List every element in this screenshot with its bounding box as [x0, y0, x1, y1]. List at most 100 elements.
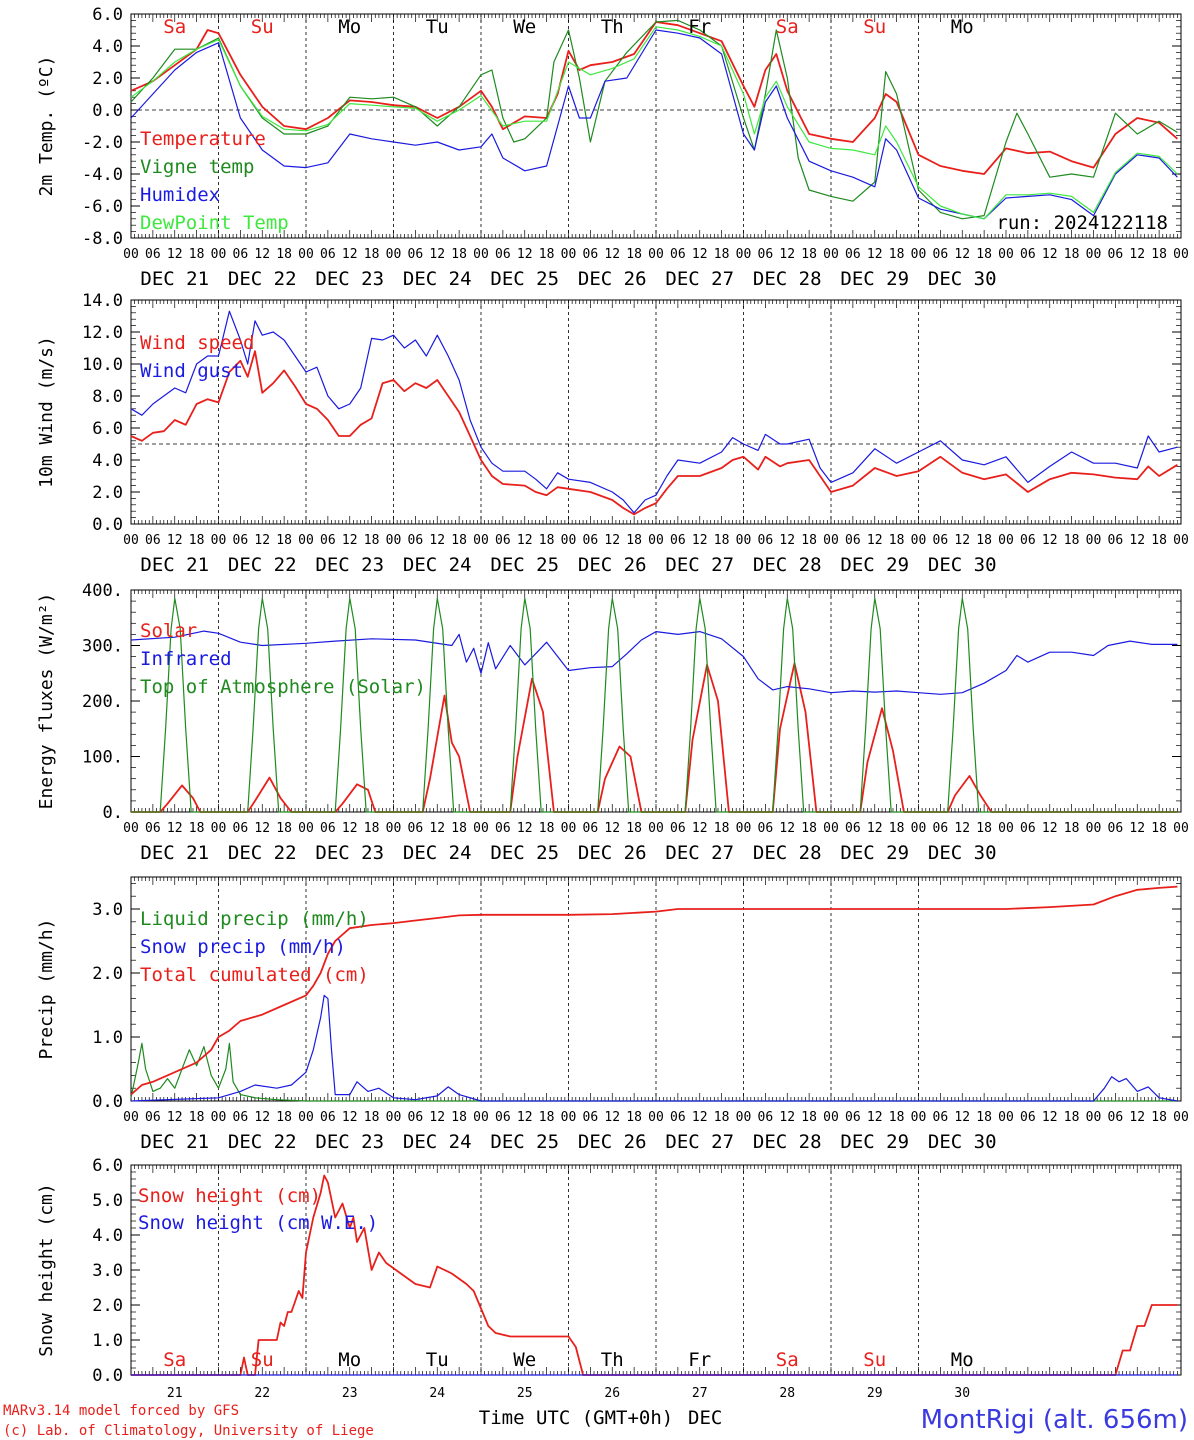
panel-1: -8.0 -6.0 -4.0 -2.0 0.0 2.0 4.0 6.0 2m Temp. (ºC…: [36, 5, 1189, 290]
weekday-label-top: Sa: [163, 16, 186, 38]
weekday-label-top: Su: [863, 16, 886, 38]
day-number-label: 26: [604, 1386, 620, 1401]
hour-tick-label: 06: [758, 247, 774, 262]
y-tick-label: 200.: [82, 692, 123, 712]
hour-tick-label: 06: [1108, 1110, 1124, 1125]
series-line-liquid-precip-mm-h-: [130, 1042, 1178, 1102]
hour-tick-label: 00: [1086, 533, 1102, 548]
hour-tick-label: 00: [736, 247, 752, 262]
hour-tick-label: 12: [604, 1110, 620, 1125]
x-axis-label: Time UTC (GMT+0h): [479, 1407, 673, 1429]
weekday-label-top: Th: [601, 16, 624, 38]
day-number-label: 30: [954, 1386, 970, 1401]
legend-entry: Infrared: [140, 648, 232, 670]
hour-tick-label: 18: [451, 247, 467, 262]
hour-tick-label: 18: [626, 247, 642, 262]
hour-tick-label: 12: [429, 821, 445, 836]
legend-entry: Total cumulated (cm): [140, 964, 369, 986]
hour-tick-label: 12: [167, 1110, 183, 1125]
hour-tick-label: 00: [123, 821, 139, 836]
hour-tick-label: 00: [823, 1110, 839, 1125]
day-label: DEC 24: [403, 554, 472, 576]
footer-model: MARv3.14 model forced by GFS: [3, 1403, 239, 1419]
y-tick-label: 0.0: [92, 1366, 123, 1386]
day-label: DEC 28: [753, 842, 822, 864]
day-label: DEC 25: [490, 1131, 559, 1153]
day-label: DEC 29: [840, 1131, 909, 1153]
hour-tick-label: 06: [758, 821, 774, 836]
day-label: DEC 27: [665, 1131, 734, 1153]
day-label: DEC 23: [315, 554, 384, 576]
hour-tick-label: 12: [692, 533, 708, 548]
hour-tick-label: 00: [298, 533, 314, 548]
y-tick-label: 3.0: [92, 900, 123, 920]
day-label: DEC 24: [403, 842, 472, 864]
hour-tick-label: 12: [429, 247, 445, 262]
station-title: MontRigi (alt. 656m): [921, 1405, 1188, 1435]
hour-tick-label: 00: [473, 533, 489, 548]
y-tick-label: 6.0: [92, 1156, 123, 1176]
hour-tick-label: 12: [692, 821, 708, 836]
hour-tick-label: 12: [867, 1110, 883, 1125]
series-line-temperature: [130, 21, 1178, 175]
hour-tick-label: 12: [1042, 247, 1058, 262]
panel-2: 0.0 2.0 4.0 6.0 8.0 10.0 12.0 14.0 10m Wind (m/s…: [36, 291, 1189, 576]
y-tick-label: 6.0: [92, 419, 123, 439]
hour-tick-label: 18: [889, 1110, 905, 1125]
hour-tick-label: 00: [736, 533, 752, 548]
hour-tick-label: 18: [889, 821, 905, 836]
hour-tick-label: 18: [539, 1110, 555, 1125]
hour-tick-label: 06: [145, 533, 161, 548]
y-tick-label: 0.0: [92, 1092, 123, 1112]
hour-tick-label: 00: [998, 821, 1014, 836]
day-label: DEC 28: [753, 1131, 822, 1153]
hour-tick-label: 06: [845, 1110, 861, 1125]
hour-tick-label: 18: [626, 1110, 642, 1125]
y-tick-label: 2.0: [92, 69, 123, 89]
y-tick-label: 0.0: [92, 515, 123, 535]
weekday-label-bottom: Tu: [426, 1349, 449, 1371]
weekday-label-top: Su: [251, 16, 274, 38]
hour-tick-label: 00: [911, 247, 927, 262]
y-tick-label: 0.0: [92, 101, 123, 121]
weekday-label-bottom: Su: [863, 1349, 886, 1371]
day-label: DEC 30: [928, 842, 997, 864]
hour-tick-label: 06: [408, 821, 424, 836]
day-number-label: 29: [867, 1386, 883, 1401]
hour-tick-label: 06: [933, 533, 949, 548]
legend-entry: Vigne temp: [140, 156, 254, 178]
hour-tick-label: 00: [998, 247, 1014, 262]
hour-tick-label: 06: [1108, 821, 1124, 836]
series-line-infrared: [130, 630, 1178, 695]
y-tick-label: 400.: [82, 581, 123, 601]
hour-tick-label: 12: [604, 247, 620, 262]
hour-tick-label: 12: [779, 821, 795, 836]
month-label: DEC: [688, 1407, 722, 1429]
day-label: DEC 23: [315, 842, 384, 864]
hour-tick-label: 18: [976, 1110, 992, 1125]
weekday-label-bottom: Fr: [688, 1349, 711, 1371]
weekday-label-bottom: Th: [601, 1349, 624, 1371]
y-tick-label: 4.0: [92, 451, 123, 471]
day-label: DEC 22: [228, 268, 297, 290]
hour-tick-label: 00: [561, 247, 577, 262]
hour-tick-label: 12: [254, 821, 270, 836]
hour-tick-label: 18: [364, 247, 380, 262]
weekday-label-top: Tu: [426, 16, 449, 38]
weekday-label-bottom: We: [513, 1349, 536, 1371]
weekday-label-bottom: Mo: [338, 1349, 361, 1371]
hour-tick-label: 06: [145, 247, 161, 262]
hour-tick-label: 00: [998, 1110, 1014, 1125]
hour-tick-label: 12: [779, 533, 795, 548]
run-label: run: 2024122118: [996, 212, 1168, 234]
hour-tick-label: 12: [954, 247, 970, 262]
hour-tick-label: 00: [1173, 533, 1189, 548]
hour-tick-label: 18: [626, 821, 642, 836]
day-label: DEC 21: [140, 554, 209, 576]
legend-entry: Temperature: [140, 128, 266, 150]
hour-tick-label: 18: [451, 1110, 467, 1125]
hour-tick-label: 06: [233, 247, 249, 262]
hour-tick-label: 06: [233, 1110, 249, 1125]
hour-tick-label: 06: [408, 1110, 424, 1125]
hour-tick-label: 18: [1064, 1110, 1080, 1125]
